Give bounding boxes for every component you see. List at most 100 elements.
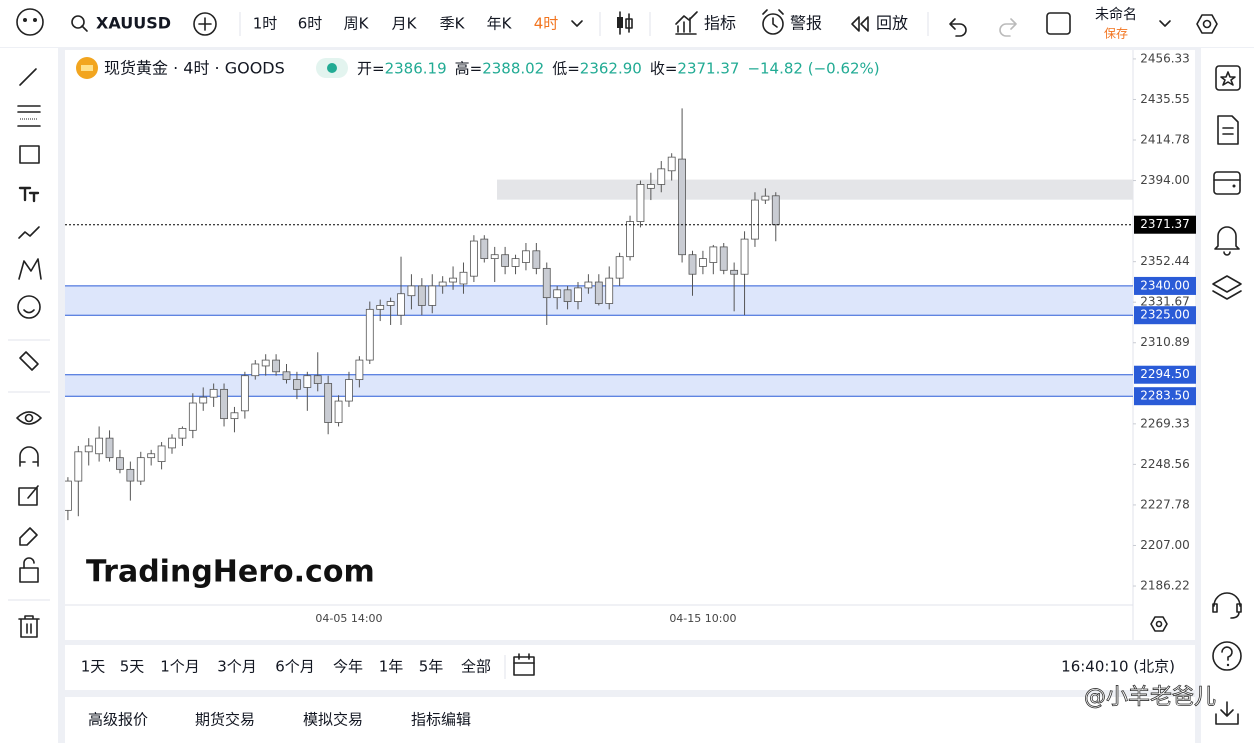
layout-icon[interactable] — [1046, 12, 1071, 35]
emoji-tool[interactable] — [17, 295, 41, 319]
candle-body — [636, 184, 645, 222]
wallet-icon[interactable] — [1213, 171, 1241, 195]
eraser-tool[interactable] — [19, 527, 38, 546]
ohlc-key: 收= — [650, 60, 678, 78]
bottom-tab[interactable]: 高级报价 — [88, 711, 148, 729]
candle-body — [542, 267, 551, 299]
export-icon[interactable] — [1215, 701, 1239, 725]
help-icon[interactable] — [1212, 641, 1242, 671]
search-icon[interactable] — [71, 15, 88, 32]
avatar-icon[interactable] — [16, 8, 44, 36]
candle-body — [126, 468, 135, 482]
indicator-icon[interactable] — [675, 11, 698, 35]
range-panel — [65, 645, 1195, 690]
bell-icon[interactable] — [1214, 226, 1240, 256]
delete-tool[interactable] — [18, 615, 40, 638]
candle-body — [95, 437, 104, 455]
bottom-tab[interactable]: 模拟交易 — [303, 711, 363, 729]
candle-body — [646, 184, 655, 189]
watchlist-icon[interactable] — [1215, 65, 1241, 91]
candle-body — [324, 383, 333, 423]
candle-body — [220, 388, 228, 420]
symbol[interactable]: XAUUSD — [96, 14, 171, 33]
candle-body — [771, 195, 780, 226]
layout-name[interactable]: 未命名 — [1095, 6, 1137, 23]
settings-icon[interactable] — [1196, 14, 1218, 34]
candle-body — [136, 457, 145, 482]
save-status[interactable]: 保存 — [1104, 27, 1128, 41]
alerts-button[interactable]: 警报 — [790, 14, 822, 33]
support-icon[interactable] — [1212, 592, 1242, 619]
candle-body — [761, 195, 770, 201]
candle-body — [251, 363, 260, 377]
bottom-tab[interactable]: 指标编辑 — [411, 711, 471, 729]
projection-tool[interactable] — [18, 258, 42, 280]
replay-icon[interactable] — [851, 16, 869, 32]
alert-icon[interactable] — [762, 9, 784, 35]
range-button[interactable]: 5天 — [120, 658, 145, 676]
add-symbol-icon[interactable] — [193, 12, 217, 36]
news-icon[interactable] — [1217, 115, 1239, 145]
active-interval[interactable]: 4时 — [534, 15, 559, 33]
candle-body — [688, 254, 697, 275]
candle-body — [667, 156, 676, 172]
ruler-tool[interactable] — [19, 351, 39, 371]
interval-button[interactable]: 周K — [344, 15, 370, 33]
undo-icon[interactable] — [949, 18, 967, 37]
candle-body — [511, 258, 520, 267]
shape-tool[interactable] — [19, 145, 40, 164]
candle-body — [594, 281, 603, 304]
layout-dropdown[interactable] — [1159, 20, 1171, 27]
magnet-tool[interactable] — [19, 446, 39, 467]
pattern-tool[interactable] — [18, 226, 40, 239]
range-button[interactable]: 6个月 — [275, 658, 315, 676]
candle-body — [532, 250, 541, 269]
candle-body — [147, 453, 156, 459]
ohlc-value: 2388.02 — [482, 60, 544, 78]
left-toolbar — [0, 48, 58, 743]
interval-button[interactable]: 月K — [392, 15, 418, 33]
chart-type-icon[interactable] — [617, 11, 633, 35]
interval-dropdown[interactable] — [571, 20, 583, 27]
fib-tool[interactable] — [17, 105, 41, 127]
last-price-label-bg — [1134, 215, 1196, 234]
interval-button[interactable]: 6时 — [298, 15, 323, 33]
range-button[interactable]: 1个月 — [160, 658, 200, 676]
candle-body — [84, 445, 93, 453]
redo-icon[interactable] — [999, 18, 1017, 37]
candle-body — [699, 258, 707, 267]
interval-button[interactable]: 季K — [440, 15, 466, 33]
trendline-tool[interactable] — [19, 68, 37, 86]
legend-title: 现货黄金 · 4时 · GOODS — [104, 59, 285, 78]
range-button[interactable]: 1天 — [81, 658, 106, 676]
candle-body — [459, 271, 468, 285]
market-status-dot — [327, 63, 337, 73]
indicators-button[interactable]: 指标 — [704, 14, 736, 33]
range-button[interactable]: 3个月 — [217, 658, 257, 676]
bottom-tab[interactable]: 期货交易 — [195, 711, 255, 729]
y-tick-label: 2248.56 — [1140, 457, 1190, 471]
draw-mode-tool[interactable] — [18, 485, 39, 506]
goto-date-icon[interactable] — [513, 653, 535, 676]
candle-body — [522, 250, 530, 263]
axis-settings-icon[interactable] — [1150, 616, 1168, 632]
candle-body — [490, 254, 499, 260]
y-tick-label: 2435.55 — [1140, 92, 1190, 106]
range-button[interactable]: 1年 — [379, 658, 404, 676]
layers-icon[interactable] — [1212, 275, 1242, 300]
y-tick-label: 2394.00 — [1140, 173, 1190, 187]
candle-body — [272, 359, 281, 373]
range-button[interactable]: 5年 — [419, 658, 444, 676]
range-button[interactable]: 全部 — [461, 658, 491, 676]
lock-tool[interactable] — [19, 557, 39, 583]
candle-body — [313, 375, 322, 384]
interval-button[interactable]: 年K — [487, 15, 513, 33]
text-tool[interactable] — [18, 186, 40, 203]
range-button[interactable]: 今年 — [333, 658, 363, 676]
replay-button[interactable]: 回放 — [876, 14, 908, 33]
candle-body — [584, 281, 593, 289]
visibility-tool[interactable] — [16, 411, 42, 425]
candle-body — [407, 285, 416, 297]
candle-body — [438, 281, 447, 287]
interval-button[interactable]: 1时 — [253, 15, 278, 33]
